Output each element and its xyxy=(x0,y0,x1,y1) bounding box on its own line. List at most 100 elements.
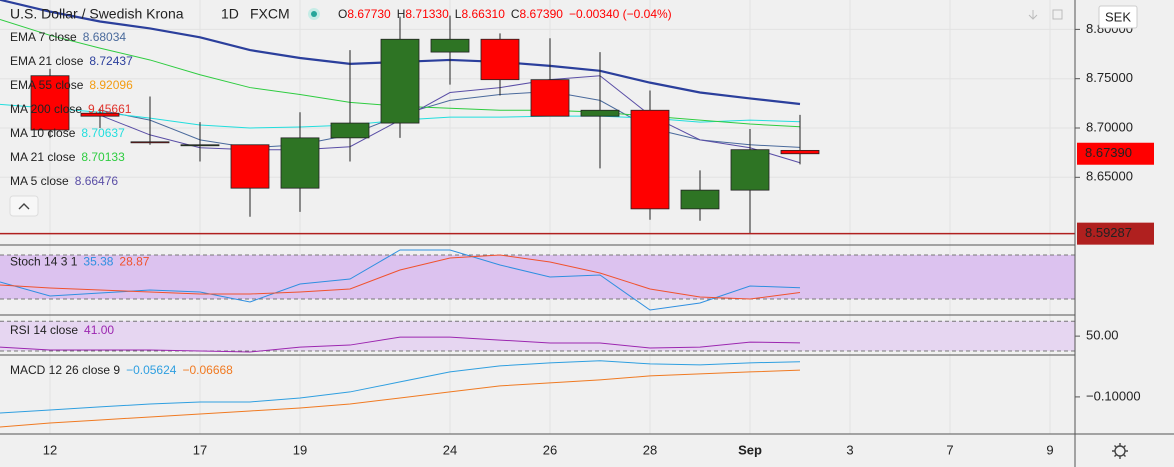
x-tick-label: 3 xyxy=(846,442,853,457)
ohlc-key: H xyxy=(397,7,406,21)
indicator-line xyxy=(0,254,801,300)
download-icon[interactable] xyxy=(1028,10,1038,20)
legend-entry: MA 10 close 8.70637 xyxy=(10,126,125,140)
legend-value: 28.87 xyxy=(119,255,149,269)
legend-entry: MA 200 close 9.45661 xyxy=(10,102,132,116)
ohlc-value: 8.67730 xyxy=(347,7,391,21)
band xyxy=(0,321,1075,352)
candle-body xyxy=(280,137,320,189)
collapse-button[interactable] xyxy=(9,195,39,217)
legend-value: 8.70133 xyxy=(81,150,125,164)
interval: 1D xyxy=(221,6,239,22)
legend-value: −0.05624 xyxy=(126,363,177,377)
candle-body xyxy=(180,144,220,147)
low-label: 8.59287 xyxy=(1085,225,1132,240)
change-value: −0.00340 (−0.04%) xyxy=(569,7,672,21)
x-tick-label: 12 xyxy=(43,442,57,457)
candle-body xyxy=(680,189,720,210)
candle-body xyxy=(430,38,470,53)
legend-entry: MA 21 close 8.70133 xyxy=(10,150,125,164)
maximize-icon[interactable] xyxy=(1052,9,1063,20)
candle-body xyxy=(230,144,270,189)
x-tick-label: 26 xyxy=(543,442,557,457)
y-tick-label: 8.70000 xyxy=(1086,119,1133,134)
indicator-line xyxy=(0,369,801,428)
legend-name: EMA 21 close xyxy=(10,54,84,68)
x-tick-label: Sep xyxy=(738,442,762,457)
settings-gear-teeth[interactable] xyxy=(1112,443,1128,459)
legend-value: 8.70637 xyxy=(81,126,125,140)
legend-value: 8.92096 xyxy=(89,78,133,92)
x-tick-label: 28 xyxy=(643,442,657,457)
header: U.S. Dollar / Swedish Krona 1D FXCM O8.6… xyxy=(10,6,672,22)
legend-value: 8.66476 xyxy=(75,174,119,188)
pane-title: Stoch 14 3 1 xyxy=(10,255,78,269)
ohlc-values: O8.67730 H8.71330 L8.66310 C8.67390 −0.00340… xyxy=(338,7,672,21)
price-label-box xyxy=(1077,142,1154,165)
x-tick-label: 7 xyxy=(946,442,953,457)
pane-title: MACD 12 26 close 9 xyxy=(10,363,120,377)
pane-legend: Stoch 14 3 1 35.38 28.87 xyxy=(10,255,150,269)
candle-body xyxy=(630,109,670,210)
currency-button[interactable]: SEK xyxy=(1098,5,1138,29)
legend-value: 35.38 xyxy=(83,255,113,269)
candle-body xyxy=(730,149,770,191)
pane-legend: RSI 14 close 41.00 xyxy=(10,323,114,337)
plot-area xyxy=(0,0,1075,428)
legend-name: MA 10 close xyxy=(10,126,76,140)
legend-entry: EMA 7 close 8.68034 xyxy=(10,30,126,44)
indicator-line xyxy=(0,360,801,414)
x-tick-label: 19 xyxy=(293,442,307,457)
ohlc-value: 8.66310 xyxy=(461,7,505,21)
y-tick-label: 50.00 xyxy=(1086,328,1119,343)
y-tick-label: 8.65000 xyxy=(1086,169,1133,184)
ohlc-key: O xyxy=(338,7,347,21)
status-dot xyxy=(311,11,317,17)
settings-button[interactable] xyxy=(1112,443,1128,459)
candle-body xyxy=(580,109,620,117)
x-tick-label: 9 xyxy=(1046,442,1053,457)
candle-body xyxy=(330,122,370,139)
x-tick-label: 24 xyxy=(443,442,457,457)
source: FXCM xyxy=(250,6,290,22)
collapse-icon[interactable] xyxy=(18,203,30,210)
indicator-line xyxy=(0,336,801,353)
grid xyxy=(0,0,1075,434)
candle-body xyxy=(80,112,120,117)
legend-entry: MA 5 close 8.66476 xyxy=(10,174,118,188)
legend-name: EMA 55 close xyxy=(10,78,84,92)
legend-value: 8.72437 xyxy=(89,54,133,68)
candle-body xyxy=(780,149,820,155)
candle-body xyxy=(480,38,520,81)
legend-value: 41.00 xyxy=(84,323,114,337)
collapse-button-box[interactable] xyxy=(9,195,39,217)
ohlc-value: 8.67390 xyxy=(520,7,564,21)
pane-legend: MACD 12 26 close 9 −0.05624 −0.06668 xyxy=(10,363,233,377)
legend-entry: EMA 21 close 8.72437 xyxy=(10,54,133,68)
ohlc-key: L xyxy=(455,7,462,21)
x-tick-label: 17 xyxy=(193,442,207,457)
legend-name: MA 21 close xyxy=(10,150,76,164)
legend-name: EMA 7 close xyxy=(10,30,77,44)
top-icons[interactable] xyxy=(1028,9,1063,20)
candle-body xyxy=(130,141,170,144)
legend-value: 8.68034 xyxy=(83,30,127,44)
indicator-line xyxy=(99,91,801,149)
candle-body xyxy=(380,38,420,124)
candle-body xyxy=(530,79,570,117)
candle-body xyxy=(30,75,70,131)
y-tick-label: −0.10000 xyxy=(1086,388,1141,403)
legend-value: −0.06668 xyxy=(182,363,233,377)
indicator-line xyxy=(99,75,801,164)
legend-name: MA 5 close xyxy=(10,174,69,188)
legend-name: MA 200 close xyxy=(10,102,82,116)
legend-value: 9.45661 xyxy=(88,102,132,116)
band xyxy=(0,255,1075,300)
low-label-box xyxy=(1077,222,1154,245)
legend-entry: EMA 55 close 8.92096 xyxy=(10,78,133,92)
y-tick-label: 8.75000 xyxy=(1086,70,1133,85)
currency-button-box[interactable] xyxy=(1098,5,1138,29)
currency-label[interactable]: SEK xyxy=(1105,9,1131,24)
